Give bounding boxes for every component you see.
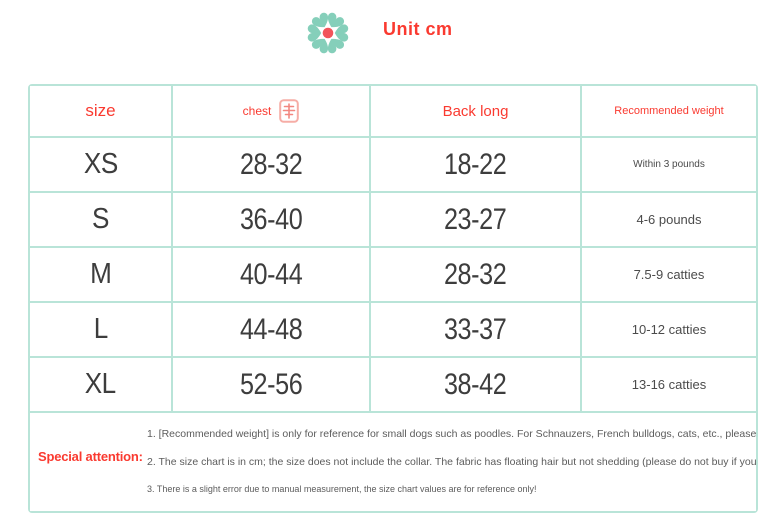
table-row-m-chest: 40-44 (173, 248, 371, 303)
chest-value: 44-48 (239, 312, 303, 346)
weight-value: 7.5-9 catties (633, 267, 705, 282)
note-line-1: 1. [Recommended weight] is only for refe… (147, 428, 756, 440)
note-line-3: 3. There is a slight error due to manual… (147, 484, 537, 494)
size-value: L (93, 313, 108, 345)
table-row-m-back-long: 28-32 (371, 248, 582, 303)
back-long-value: 23-27 (444, 202, 507, 236)
table-row-s-chest: 36-40 (173, 193, 371, 248)
size-value: XL (84, 368, 117, 400)
table-row-xl-chest: 52-56 (173, 358, 371, 413)
special-attention-label: Special attention: (38, 449, 143, 464)
flower-center (322, 27, 334, 39)
table-row-m-weight: 7.5-9 catties (582, 248, 756, 303)
column-header-size: size (30, 86, 173, 138)
size-value: S (92, 203, 109, 235)
size-chart-table: size chest Back long Recommended weight … (28, 84, 758, 513)
table-row-xs-weight: Within 3 pounds (582, 138, 756, 193)
table-row-xl-weight: 13-16 catties (582, 358, 756, 413)
column-header-chest: chest (173, 86, 371, 138)
table-row-xs-back-long: 18-22 (371, 138, 582, 193)
table-row-xs-chest: 28-32 (173, 138, 371, 193)
table-row-l-back-long: 33-37 (371, 303, 582, 358)
table-row-l-size: L (30, 303, 173, 358)
size-value: XS (83, 148, 118, 180)
table-row-l-weight: 10-12 catties (582, 303, 756, 358)
unit-label: Unit cm (383, 19, 453, 39)
weight-value: Within 3 pounds (633, 159, 705, 170)
table-row-s-weight: 4-6 pounds (582, 193, 756, 248)
column-header-back-long: Back long (371, 86, 582, 138)
chest-value: 40-44 (239, 257, 303, 291)
table-row-xs-size: XS (30, 138, 173, 193)
table-row-s-size: S (30, 193, 173, 248)
chest-label: chest (242, 104, 272, 118)
table-row-l-chest: 44-48 (173, 303, 371, 358)
chest-stamp-icon (279, 99, 300, 123)
table-row-s-back-long: 23-27 (371, 193, 582, 248)
back-long-value: 33-37 (444, 312, 507, 346)
table-row-m-size: M (30, 248, 173, 303)
chest-value: 28-32 (239, 147, 303, 181)
table-row-xl-size: XL (30, 358, 173, 413)
weight-value: 4-6 pounds (636, 212, 702, 227)
back-long-value: 38-42 (444, 367, 507, 401)
size-value: M (89, 258, 112, 290)
table-row-xl-back-long: 38-42 (371, 358, 582, 413)
special-attention-row: Special attention: 1. [Recommended weigh… (30, 413, 756, 511)
note-line-2: 2. The size chart is in cm; the size doe… (147, 456, 756, 468)
column-header-recommended-weight: Recommended weight (582, 86, 756, 138)
chest-value: 36-40 (239, 202, 303, 236)
weight-value: 10-12 catties (631, 322, 707, 337)
back-long-value: 18-22 (444, 147, 507, 181)
back-long-value: 28-32 (444, 257, 507, 291)
chest-value: 52-56 (239, 367, 303, 401)
flower-icon (307, 12, 349, 54)
weight-value: 13-16 catties (631, 377, 707, 392)
